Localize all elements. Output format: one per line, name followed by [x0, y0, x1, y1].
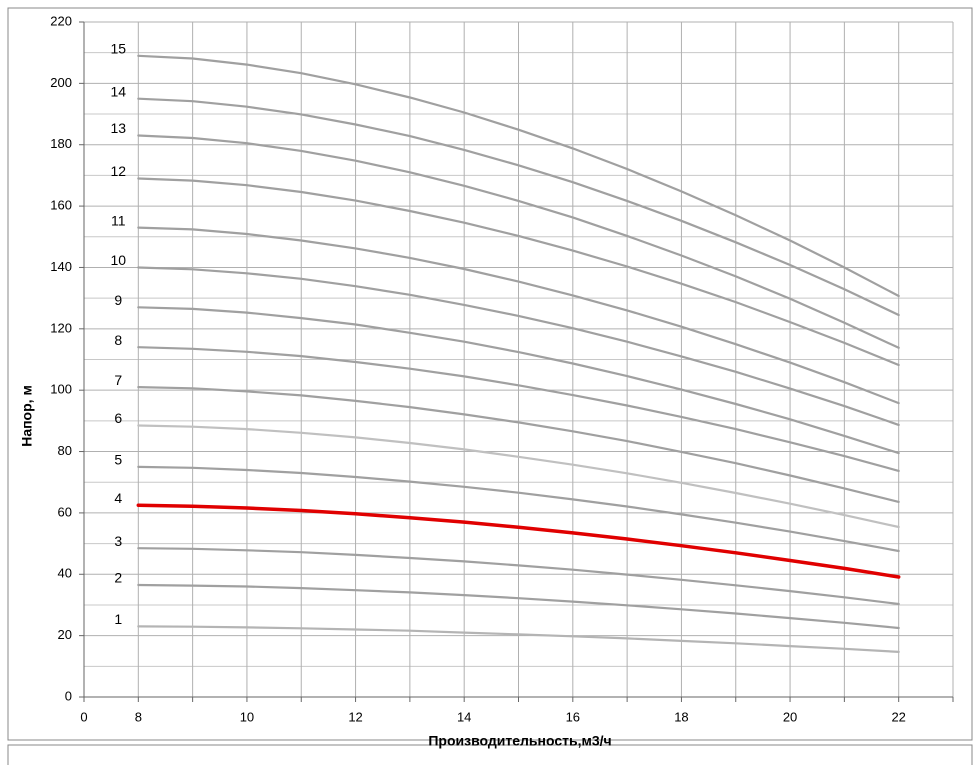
series-label: 3 — [114, 533, 122, 549]
series-line — [137, 226, 900, 405]
y-tick-label: 60 — [58, 504, 72, 519]
series-label: 11 — [111, 212, 126, 228]
series-label: 2 — [114, 570, 122, 586]
series-line — [136, 503, 901, 579]
y-tick-label: 120 — [50, 320, 72, 335]
series-label: 9 — [114, 292, 122, 308]
series-line — [137, 134, 900, 349]
series-label: 7 — [114, 372, 122, 388]
series-line — [137, 625, 900, 653]
series-line — [137, 177, 900, 367]
x-tick-label: 14 — [457, 709, 471, 724]
series-label: 10 — [111, 252, 127, 268]
series-label: 13 — [111, 120, 127, 136]
series-label: 4 — [114, 490, 122, 506]
x-tick-label: 18 — [674, 709, 688, 724]
y-tick-label: 160 — [50, 198, 72, 213]
x-tick-label: 10 — [240, 709, 254, 724]
x-tick-label: 20 — [783, 709, 797, 724]
y-tick-label: 180 — [50, 136, 72, 151]
series-line — [137, 306, 900, 455]
x-tick-label: 8 — [135, 709, 142, 724]
x-tick-label: 12 — [348, 709, 362, 724]
series-label: 6 — [114, 410, 122, 426]
x-axis-title: Производительность,м3/ч — [428, 733, 611, 749]
series-line — [137, 424, 900, 529]
series-line — [137, 386, 900, 503]
y-axis-title: Напор, м — [19, 385, 35, 447]
series-label: 15 — [111, 40, 127, 56]
x-tick-label: 0 — [80, 709, 87, 724]
chart-frame — [7, 7, 973, 741]
y-tick-label: 20 — [58, 627, 72, 642]
x-tick-label: 16 — [566, 709, 580, 724]
x-tick-label: 22 — [891, 709, 905, 724]
y-tick-label: 100 — [50, 382, 72, 397]
series-label: 1 — [114, 611, 122, 627]
y-tick-label: 40 — [58, 566, 72, 581]
series-label: 8 — [114, 332, 122, 348]
series-line — [137, 465, 900, 553]
series-line — [137, 54, 900, 298]
y-tick-label: 220 — [50, 13, 72, 28]
y-tick-label: 0 — [65, 688, 72, 703]
series-line — [137, 97, 900, 317]
y-tick-label: 200 — [50, 75, 72, 90]
series-line — [137, 346, 900, 472]
lower-panel — [7, 744, 973, 765]
series-line — [137, 583, 900, 630]
series-label: 5 — [114, 452, 122, 468]
series-line — [137, 266, 900, 426]
series-line — [137, 547, 900, 606]
y-tick-label: 80 — [58, 443, 72, 458]
series-label: 12 — [111, 163, 127, 179]
y-tick-label: 140 — [50, 259, 72, 274]
series-label: 14 — [111, 83, 127, 99]
